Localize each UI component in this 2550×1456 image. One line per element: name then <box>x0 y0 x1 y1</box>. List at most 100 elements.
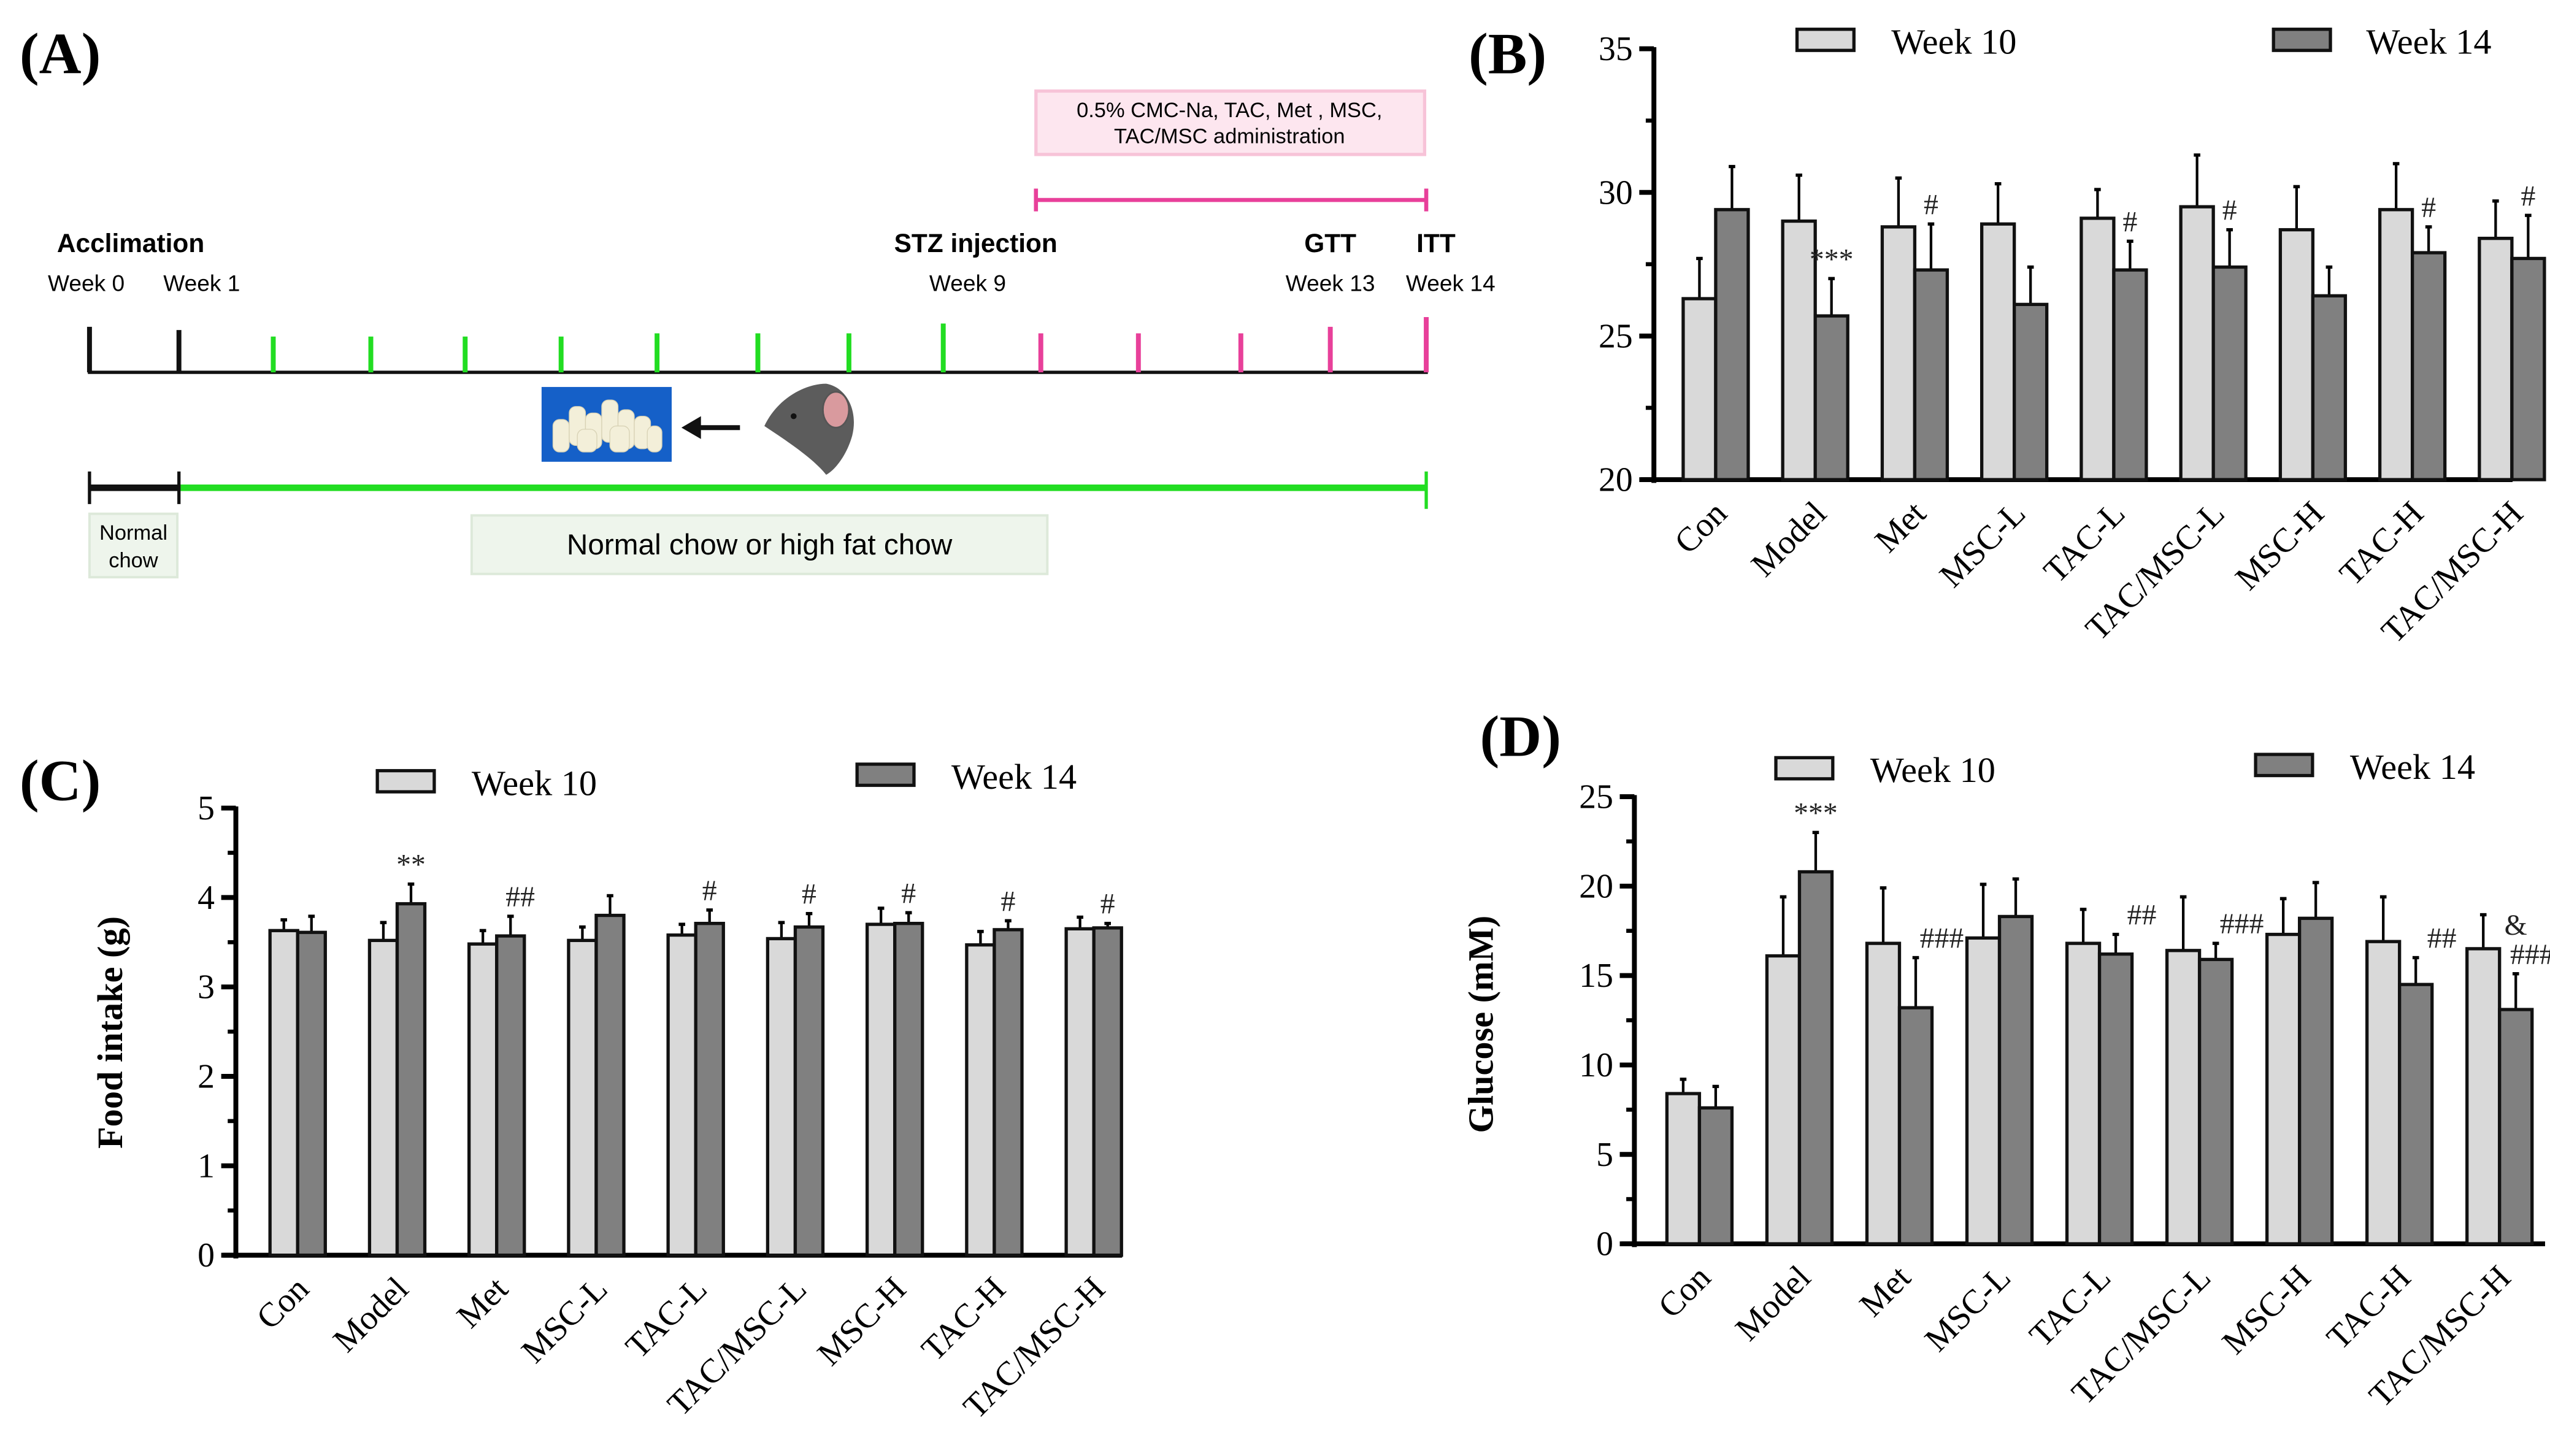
x-tick-label: Model <box>1744 494 1834 584</box>
bar <box>993 928 1024 1257</box>
significance-marker: # <box>2421 191 2436 224</box>
x-tick-label: MSC-H <box>2215 1259 2319 1362</box>
bar <box>1980 222 2016 481</box>
week-14: Week 14 <box>1406 270 1496 296</box>
week-1: Week 1 <box>163 270 240 296</box>
significance-marker: ### <box>1920 922 1964 955</box>
legend-swatch <box>375 768 436 794</box>
x-tick-label: MSC-L <box>1932 494 2033 595</box>
event-gtt: GTT <box>1304 229 1356 258</box>
bar <box>2297 916 2334 1246</box>
bar <box>2197 957 2234 1246</box>
bar <box>2478 236 2514 481</box>
bar <box>2510 256 2546 481</box>
x-tick-label: Con <box>1651 1259 1718 1325</box>
bar <box>567 938 598 1257</box>
significance-marker: # <box>802 878 816 911</box>
normal-chow-line1: Normal <box>99 521 167 545</box>
significance-marker: ### <box>2220 908 2264 940</box>
admin-box-line1: 0.5% CMC-Na, TAC, Met , MSC, <box>1077 99 1382 122</box>
legend-label: Week 14 <box>951 757 1077 797</box>
legend-label: Week 10 <box>472 763 597 803</box>
y-axis-label: Glucose (mM) <box>1461 916 1501 1133</box>
panel-label-d: (D) <box>1480 704 1561 769</box>
bar <box>2378 208 2414 481</box>
significance-marker: ** <box>396 849 426 881</box>
x-tick-label: Model <box>1728 1259 1818 1349</box>
bar <box>1681 297 1718 481</box>
significance-marker: # <box>2222 194 2237 227</box>
bar <box>1665 1092 1702 1246</box>
x-tick-label: TAC-H <box>914 1270 1013 1368</box>
x-tick-label: TAC-H <box>2332 494 2431 593</box>
legend-swatch <box>2272 28 2332 52</box>
x-tick-label: Model <box>326 1270 416 1360</box>
legend-label: Week 10 <box>1870 750 1995 790</box>
legend-swatch <box>1774 756 1835 781</box>
bar <box>1865 941 1902 1246</box>
x-tick-label: Met <box>450 1270 516 1336</box>
diet-bar <box>88 471 1428 509</box>
significance-marker: # <box>2122 205 2137 238</box>
chow-pellets-image <box>541 386 672 462</box>
y-tick-label: 4 <box>198 879 215 917</box>
y-tick-label: 30 <box>1599 174 1633 212</box>
x-tick-label: Con <box>249 1270 316 1336</box>
bar <box>666 933 697 1257</box>
significance-marker: *** <box>1794 797 1838 829</box>
significance-marker: ## <box>505 881 535 913</box>
bar <box>793 925 825 1257</box>
bar <box>2165 949 2202 1246</box>
normal-chow-line2: chow <box>109 549 158 572</box>
bar <box>2311 294 2348 481</box>
week-9: Week 9 <box>929 270 1006 296</box>
legend-label: Week 14 <box>2350 747 2475 787</box>
panel-label-b: (B) <box>1469 21 1546 86</box>
x-tick-label: TAC-L <box>2037 494 2133 591</box>
bar <box>865 922 897 1257</box>
timeline-ticks <box>86 316 1429 373</box>
y-tick-label: 15 <box>1579 957 1613 995</box>
bar <box>2465 947 2502 1246</box>
bar <box>495 934 526 1257</box>
significance-marker: & <box>2505 909 2527 941</box>
week-0: Week 0 <box>48 270 125 296</box>
panel-label-c: (C) <box>20 748 101 813</box>
x-tick-label: TAC-L <box>618 1270 715 1366</box>
legend-label: Week 10 <box>1891 21 2016 61</box>
bar <box>1897 1006 1934 1246</box>
significance-marker: # <box>1924 188 1938 221</box>
y-tick-label: 2 <box>198 1058 215 1096</box>
admin-bracket <box>1034 188 1429 212</box>
bar <box>2211 265 2248 481</box>
y-tick-label: 35 <box>1599 30 1633 68</box>
bar <box>2498 1008 2534 1246</box>
bar <box>1813 314 1849 481</box>
bar <box>2365 940 2402 1246</box>
y-tick-label: 20 <box>1579 867 1613 905</box>
legend-swatch <box>2254 753 2314 778</box>
bar <box>268 929 299 1257</box>
chart-glucose: 0 5 10 15 20 25 Glucose (mM) Week 10 Week 14 Con *… <box>1461 747 2550 1415</box>
bar <box>2097 952 2134 1246</box>
x-tick-label: TAC-H <box>2319 1259 2418 1357</box>
event-acclimation: Acclimation <box>57 229 204 258</box>
bar <box>2398 983 2434 1246</box>
bar <box>1965 936 2002 1246</box>
bar <box>1765 954 1802 1246</box>
event-itt: ITT <box>1416 229 1456 258</box>
bar <box>2410 251 2447 481</box>
significance-marker: # <box>702 875 717 907</box>
y-tick-label: 1 <box>198 1147 215 1185</box>
significance-marker: # <box>1100 888 1115 921</box>
bar <box>2265 932 2302 1246</box>
panel-label-a: (A) <box>20 21 101 86</box>
bar <box>2278 228 2315 481</box>
chart-food-intake: 0 1 2 3 4 5 Food intake (g) Week 10 Week 14 Con **… <box>90 757 1123 1426</box>
bar <box>395 902 427 1257</box>
admin-box <box>1034 89 1427 156</box>
significance-marker: # <box>901 877 916 910</box>
bar <box>2179 205 2215 481</box>
legend-swatch <box>855 762 916 787</box>
y-tick-label: 10 <box>1579 1046 1613 1084</box>
